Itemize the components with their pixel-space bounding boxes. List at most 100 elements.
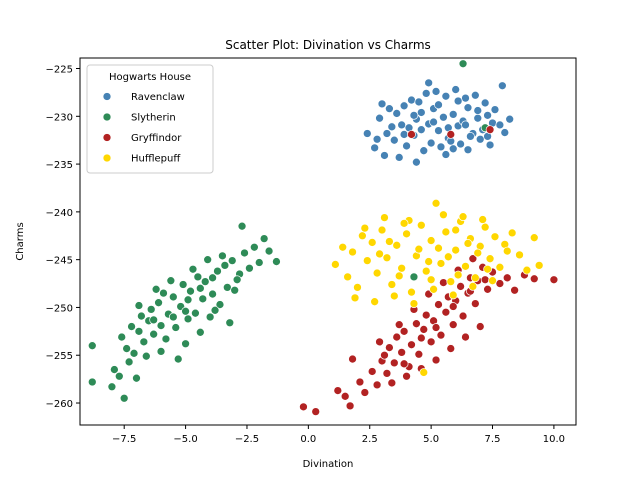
data-point [87, 377, 97, 387]
data-point [208, 273, 217, 283]
data-point [394, 271, 404, 281]
data-point [264, 246, 274, 256]
data-point [299, 402, 308, 412]
legend-label-slytherin: Slytherin [131, 113, 176, 124]
series-slytherin [87, 59, 490, 403]
axis-ticks: −7.5 −5.0 −2.5 0.0 2.5 5.0 7.5 10.0 −225 −230 −235… [46, 65, 566, 445]
data-point [416, 220, 426, 230]
x-tick-label: −2.5 [235, 434, 259, 445]
legend-title: Hogwarts House [109, 72, 191, 83]
y-tick-label: −240 [46, 208, 73, 219]
data-point [451, 85, 461, 94]
data-point [340, 391, 350, 401]
data-point [186, 286, 195, 296]
data-point [392, 332, 402, 342]
data-point [461, 332, 470, 342]
data-point [483, 264, 492, 274]
data-point [360, 388, 370, 397]
data-point [480, 98, 490, 108]
y-tick-label: −230 [46, 112, 73, 123]
data-point [353, 283, 362, 292]
data-point [107, 382, 117, 392]
legend-label-ravenclaw: Ravenclaw [131, 92, 185, 103]
y-axis-label: Charms [15, 222, 26, 260]
data-point [407, 340, 416, 350]
data-point [333, 386, 343, 395]
data-point [156, 321, 166, 330]
data-point [215, 300, 225, 309]
data-point [429, 117, 438, 127]
data-point [225, 318, 235, 328]
data-point [389, 291, 399, 301]
y-tick-label: −255 [46, 351, 73, 362]
data-point [419, 146, 429, 156]
data-point [416, 125, 426, 135]
data-point [139, 337, 149, 347]
data-point [446, 344, 456, 353]
data-point [429, 284, 438, 294]
data-point [441, 227, 451, 237]
data-point [195, 283, 205, 293]
data-point [218, 251, 227, 261]
data-point [414, 244, 424, 254]
data-point [490, 105, 500, 114]
data-point [421, 89, 431, 98]
data-point [382, 129, 392, 138]
data-point [461, 120, 470, 130]
legend-entries: Ravenclaw Slytherin Gryffindor Hufflepuff [102, 92, 185, 165]
data-point [495, 120, 505, 130]
data-point [439, 210, 448, 220]
data-point [151, 284, 161, 294]
data-point [200, 277, 210, 286]
data-point [461, 93, 470, 103]
data-point [426, 138, 436, 148]
data-point [380, 213, 389, 222]
data-point [441, 150, 451, 159]
data-point [436, 142, 446, 152]
data-point [414, 97, 424, 107]
data-point [350, 293, 360, 303]
data-point [468, 254, 478, 264]
data-point [446, 277, 456, 286]
data-point [497, 81, 507, 91]
data-point [181, 339, 190, 349]
data-point [448, 320, 458, 329]
data-point [259, 234, 269, 243]
data-point [419, 368, 429, 377]
data-point [470, 90, 480, 100]
data-point [370, 143, 379, 153]
data-point [380, 350, 389, 360]
x-tick-label: 2.5 [362, 434, 378, 445]
legend-marker-slytherin [102, 112, 112, 122]
data-point [419, 325, 429, 334]
data-point [495, 279, 505, 288]
data-point [127, 322, 136, 331]
data-point [205, 312, 215, 322]
data-points [87, 59, 559, 416]
data-point [522, 265, 532, 275]
data-point [399, 359, 409, 369]
data-point [466, 132, 475, 141]
x-tick-label: −7.5 [112, 434, 136, 445]
data-point [377, 225, 387, 235]
data-point [431, 198, 441, 208]
x-tick-label: 5.0 [423, 434, 439, 445]
y-tick-label: −260 [46, 399, 73, 410]
data-point [434, 126, 443, 135]
data-point [237, 221, 247, 231]
data-point [188, 264, 198, 274]
data-point [458, 212, 468, 221]
data-point [345, 401, 355, 411]
data-point [402, 141, 411, 151]
data-point [380, 151, 389, 160]
data-point [451, 225, 461, 235]
data-point [416, 108, 426, 117]
data-point [473, 248, 483, 258]
data-point [448, 110, 458, 119]
data-point [426, 337, 436, 347]
data-point [448, 144, 458, 154]
data-point [505, 114, 515, 124]
data-point [375, 337, 384, 347]
data-point [407, 130, 416, 139]
